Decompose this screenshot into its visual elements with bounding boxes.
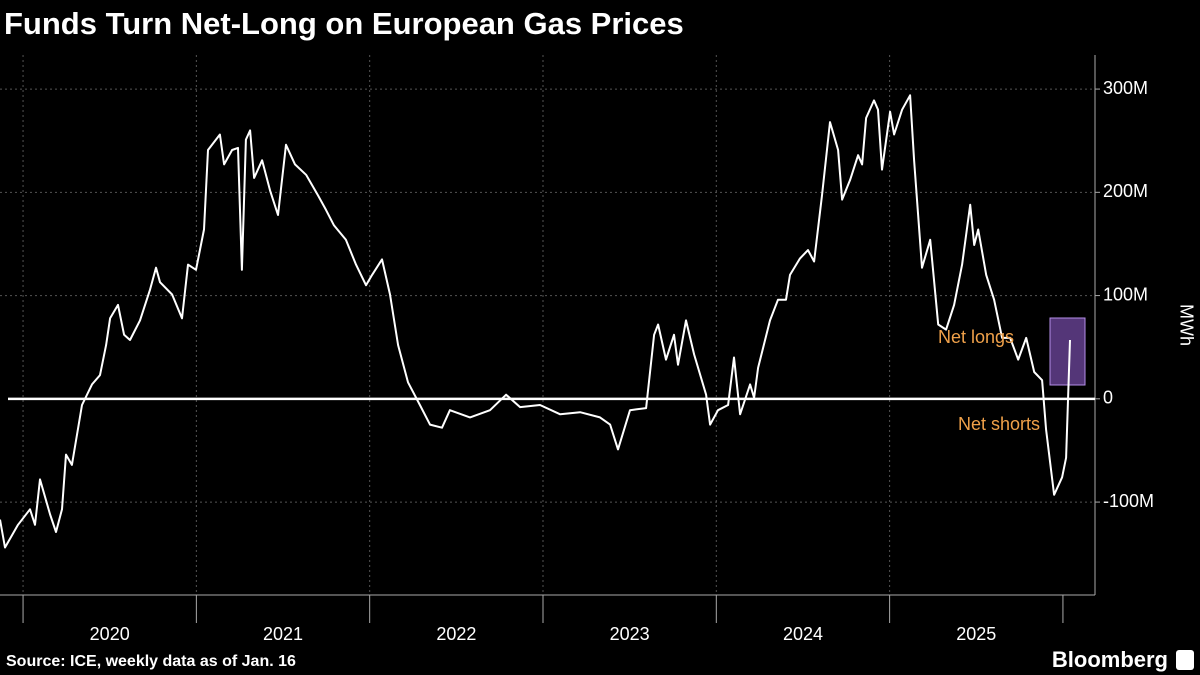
brand-icon [1176,650,1194,670]
brand: Bloomberg [1052,647,1168,672]
source: Source: ICE, weekly data as of Jan. 16 [6,653,296,670]
annotation: Net longs [938,327,1014,347]
y-tick-label: -100M [1103,491,1154,511]
y-axis-label: MWh [1176,304,1196,346]
annotation: Net shorts [958,414,1040,434]
line [0,94,1071,549]
x-tick-label: 2022 [436,624,476,644]
y-tick-label: 0 [1103,388,1113,408]
x-tick-label: 2025 [956,624,996,644]
y-tick-label: 100M [1103,284,1148,304]
x-tick-label: 2021 [263,624,303,644]
x-tick-label: 2024 [783,624,823,644]
y-tick-label: 300M [1103,78,1148,98]
x-tick-label: 2020 [90,624,130,644]
y-tick-label: 200M [1103,181,1148,201]
x-tick-label: 2023 [610,624,650,644]
highlight-box [1049,317,1086,386]
chart-title: Funds Turn Net-Long on European Gas Pric… [4,6,684,41]
